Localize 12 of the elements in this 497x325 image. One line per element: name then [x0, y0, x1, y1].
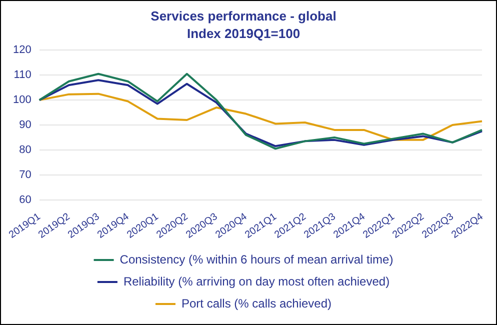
chart-title: Services performance - global — [150, 8, 336, 24]
legend-label: Consistency (% within 6 hours of mean arrival time) — [120, 252, 394, 266]
y-tick-label: 120 — [12, 44, 32, 56]
y-tick-label: 60 — [19, 194, 32, 206]
legend-label: Port calls (% calls achieved) — [181, 296, 332, 310]
y-tick-label: 80 — [19, 144, 32, 156]
chart-subtitle: Index 2019Q1=100 — [186, 26, 300, 41]
y-tick-label: 70 — [19, 168, 32, 181]
y-tick-label: 90 — [19, 119, 32, 132]
legend-label: Reliability (% arriving on day most often achieved) — [123, 274, 390, 288]
y-tick-label: 110 — [14, 69, 32, 82]
y-tick-label: 100 — [12, 94, 32, 106]
